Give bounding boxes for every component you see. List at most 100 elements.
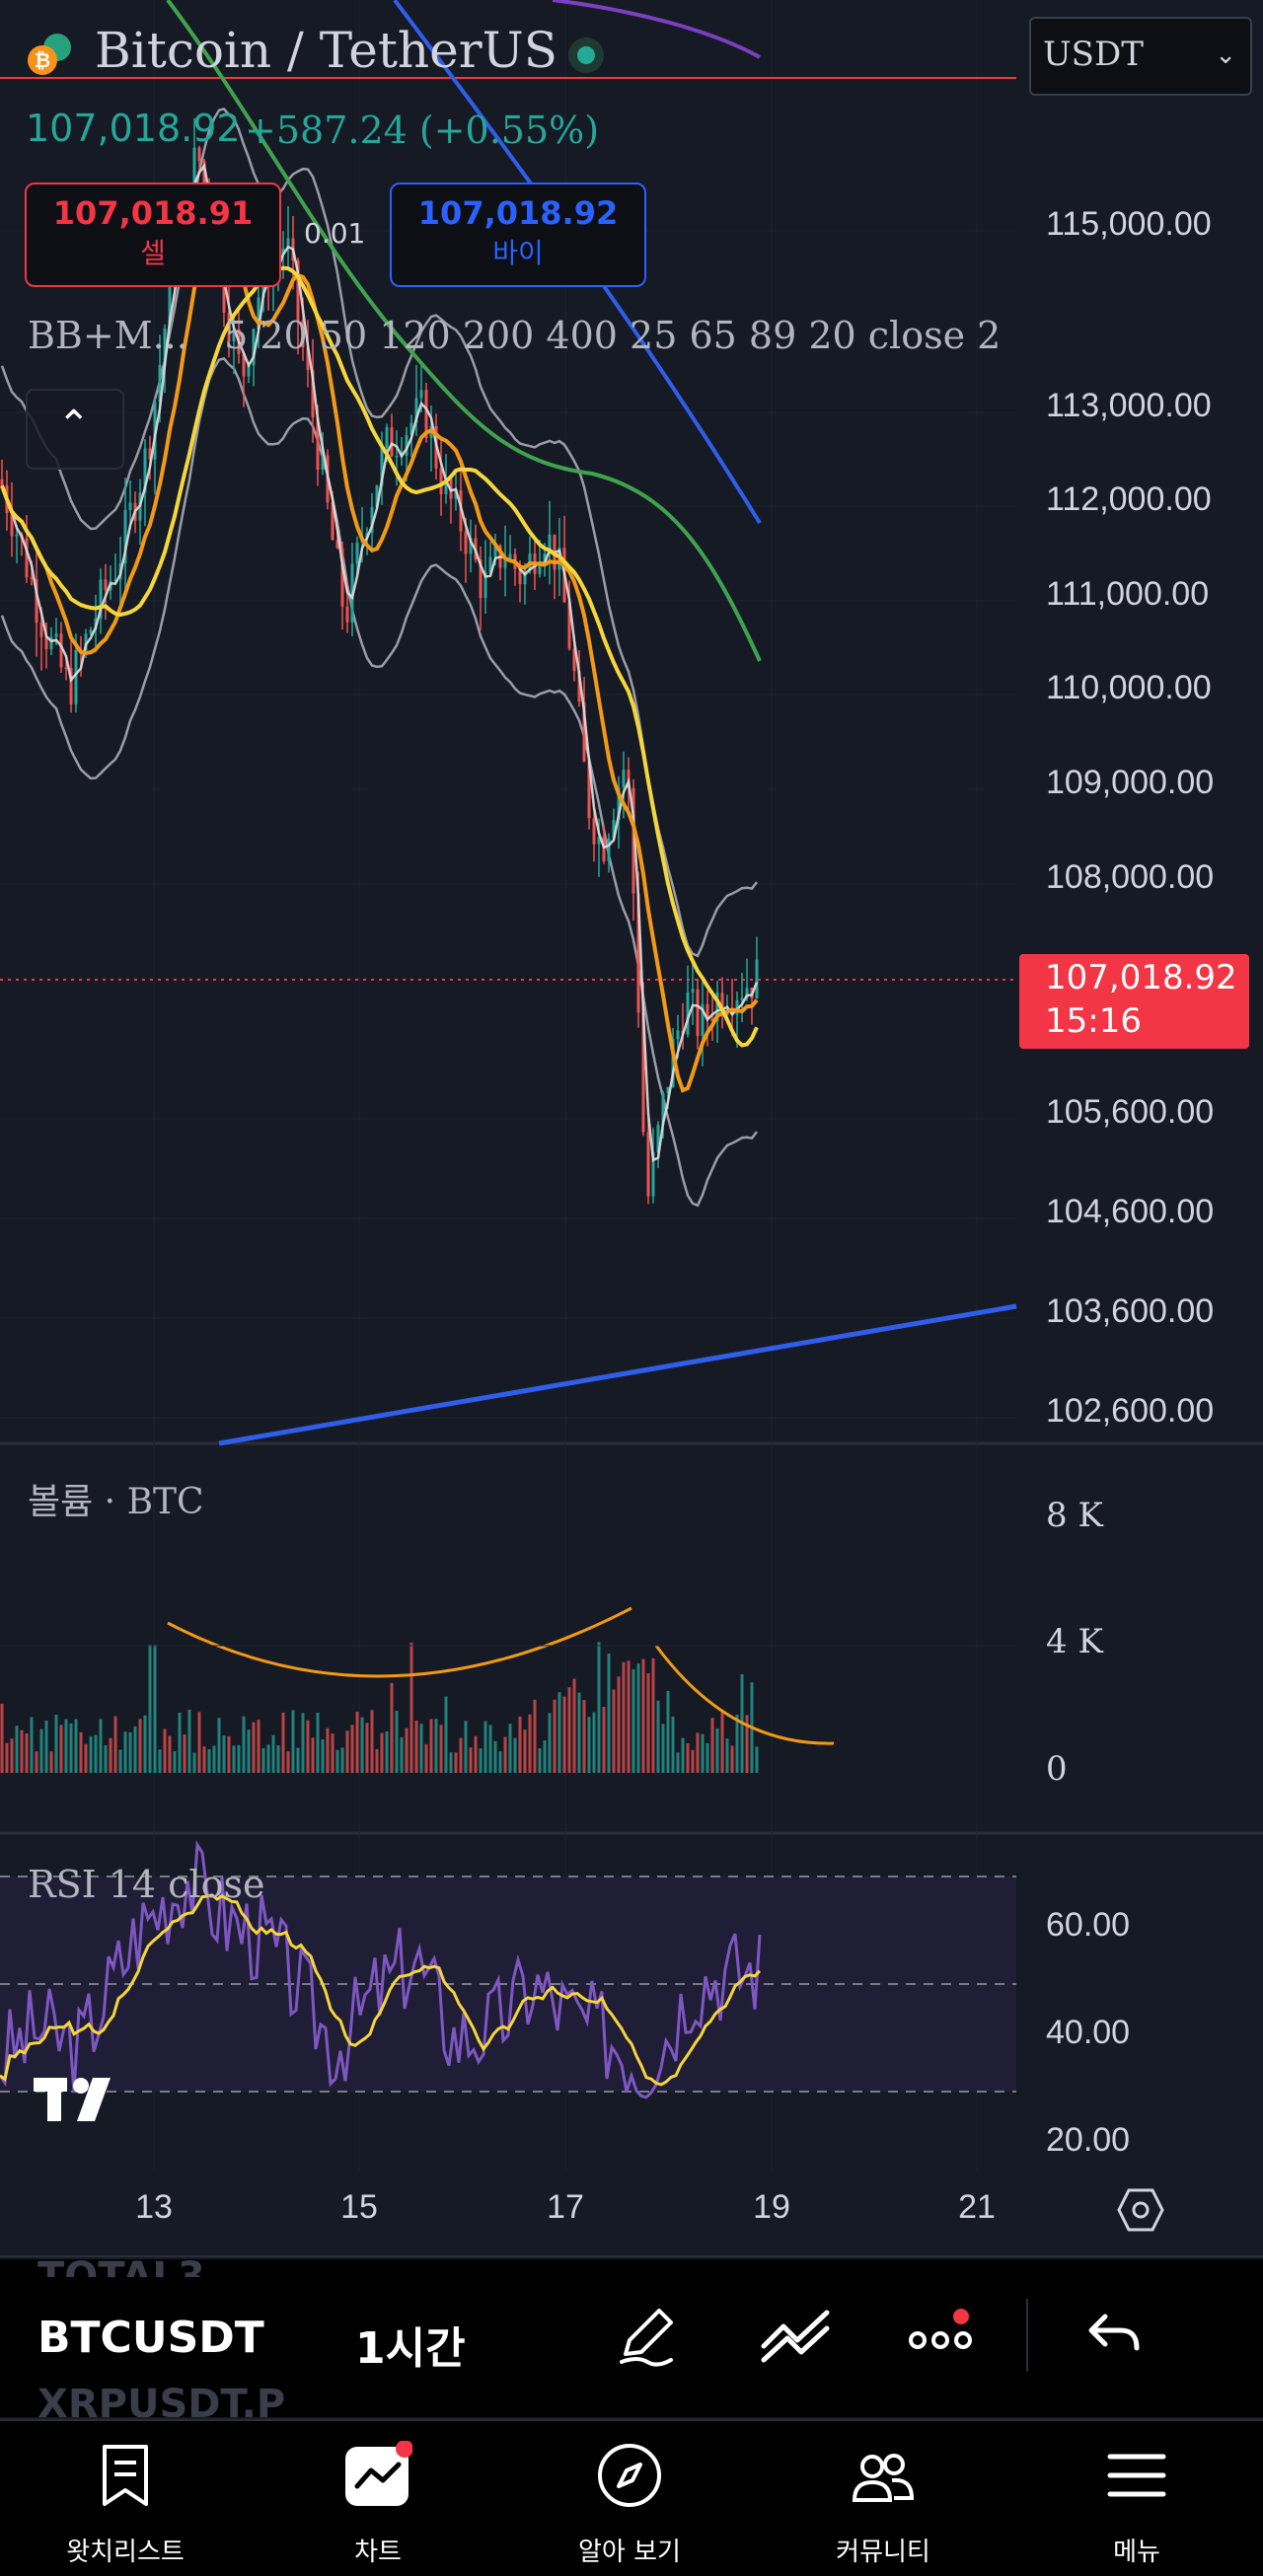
symbol-current[interactable]: BTCUSDT <box>37 2313 264 2363</box>
symbol-prev[interactable]: TOTAL3 <box>37 2254 205 2277</box>
price-gridlines <box>0 0 1263 2257</box>
volume-bar <box>380 1732 384 1773</box>
volume-bar <box>523 1730 527 1773</box>
volume-bar <box>232 1745 236 1773</box>
volume-bar <box>469 1747 473 1773</box>
rsi-band <box>0 1877 1016 2092</box>
volume-bar <box>227 1735 231 1773</box>
volume-bar <box>5 1742 9 1773</box>
candle <box>636 893 640 1013</box>
interval-button[interactable]: 1시간 <box>355 2323 466 2374</box>
currency-select[interactable]: USDT ⌄ <box>1029 17 1252 96</box>
candle <box>691 989 695 993</box>
volume-bar <box>222 1735 226 1773</box>
candle <box>612 820 616 839</box>
candle <box>454 489 458 499</box>
buy-button[interactable]: 107,018.92 바이 <box>390 183 646 287</box>
volume-bar <box>503 1736 507 1773</box>
buy-label: 바이 <box>492 237 544 269</box>
candle <box>405 434 409 456</box>
volume-bar <box>158 1749 162 1773</box>
volume-bar <box>518 1716 522 1773</box>
volume-bar <box>405 1728 409 1773</box>
volume-axis-label: 0 <box>1046 1749 1068 1789</box>
sell-button[interactable]: 107,018.91 셀 <box>25 183 281 287</box>
tradingview-logo[interactable] <box>34 2072 128 2127</box>
volume-bar <box>178 1712 182 1773</box>
bollinger-lower <box>0 356 758 1208</box>
chevron-down-icon: ⌄ <box>1215 40 1236 70</box>
volume-bar <box>390 1682 394 1773</box>
trendline-icon[interactable] <box>758 2303 833 2368</box>
volume-bar <box>474 1735 478 1773</box>
candle <box>192 147 196 209</box>
pair-title[interactable]: Bitcoin / TetherUS <box>95 22 557 79</box>
more-icon[interactable] <box>908 2309 977 2358</box>
volume-bar <box>513 1737 517 1773</box>
spread-value: 0.01 <box>304 217 366 250</box>
volume-bar <box>375 1748 379 1773</box>
volume-bar <box>35 1751 38 1773</box>
candle <box>503 559 507 568</box>
volume-bar <box>306 1720 310 1773</box>
toolbar-divider <box>1026 2299 1028 2372</box>
nav-community-label: 커뮤니티 <box>836 2538 930 2567</box>
volume-bar <box>355 1712 359 1773</box>
indicators-legend[interactable]: BB+M... 5 20 50 120 200 400 25 65 89 20 … <box>28 314 1004 357</box>
volume-bar <box>331 1733 334 1773</box>
volume-bar <box>173 1751 177 1773</box>
volume-bar <box>681 1737 685 1773</box>
nav-chart[interactable]: 차트 <box>279 2421 477 2576</box>
nav-community[interactable]: 커뮤니티 <box>784 2421 982 2576</box>
candle <box>89 629 93 634</box>
nav-menu[interactable]: 메뉴 <box>1038 2421 1235 2576</box>
symbol-next[interactable]: XRPUSDT.P <box>37 2382 286 2417</box>
volume-bar <box>321 1739 325 1773</box>
candle <box>597 837 601 845</box>
volume-bar <box>701 1733 705 1773</box>
volume-bar <box>444 1696 448 1773</box>
candle <box>301 320 305 347</box>
candle <box>518 568 522 585</box>
candle <box>355 542 359 564</box>
volume-bar <box>148 1645 152 1773</box>
volume-bar <box>30 1717 34 1773</box>
candle <box>335 540 339 549</box>
candle <box>128 502 132 511</box>
undo-icon[interactable] <box>1085 2309 1145 2358</box>
volume-bar <box>44 1720 48 1773</box>
candle <box>385 427 389 448</box>
volume-bar <box>424 1743 428 1773</box>
candle <box>281 248 285 255</box>
volume-bar <box>242 1716 246 1773</box>
candle <box>548 534 552 554</box>
collapse-legend-button[interactable]: ⌃ <box>26 389 124 470</box>
volume-bar <box>651 1657 655 1773</box>
ma-purple <box>552 0 761 59</box>
volume-bar <box>676 1752 680 1773</box>
candle <box>306 346 310 370</box>
candle <box>49 636 53 650</box>
volume-bar <box>360 1717 364 1773</box>
volume-bar <box>671 1716 675 1773</box>
candle <box>567 602 571 649</box>
pencil-icon[interactable] <box>612 2301 681 2370</box>
price-chart[interactable] <box>0 0 1263 2259</box>
volume-bar <box>567 1687 571 1773</box>
candle <box>696 989 700 1036</box>
volume-bar <box>25 1732 29 1773</box>
candle <box>148 448 152 460</box>
volume-bar <box>745 1715 749 1773</box>
candle <box>123 510 127 563</box>
volume-bar <box>123 1731 127 1773</box>
bollinger-upper <box>0 107 758 958</box>
volume-bar <box>464 1721 468 1773</box>
price-axis-label: 113,000.00 <box>1046 387 1212 424</box>
candle <box>464 531 468 554</box>
nav-watchlist[interactable]: 왓치리스트 <box>27 2421 224 2576</box>
chart-settings-icon[interactable] <box>1117 2188 1164 2232</box>
nav-explore[interactable]: 알아 보기 <box>531 2421 728 2576</box>
candle <box>39 623 43 637</box>
volume-bar <box>543 1740 547 1773</box>
candle <box>345 606 349 623</box>
